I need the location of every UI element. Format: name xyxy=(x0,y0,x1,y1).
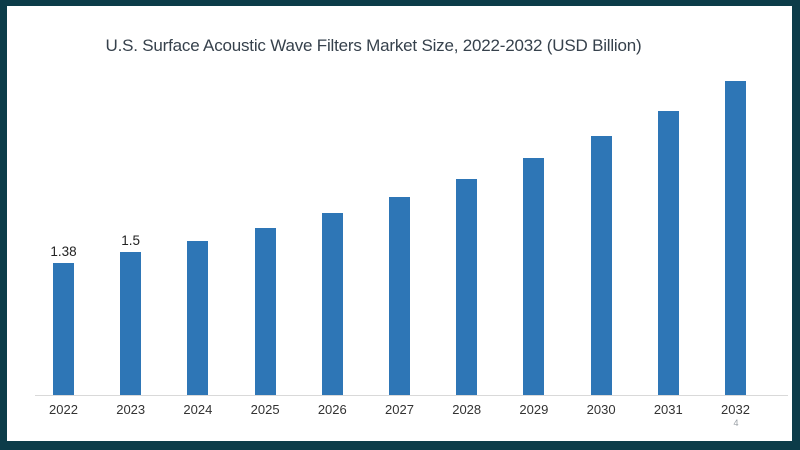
bar-2027 xyxy=(389,197,410,395)
chart-canvas: U.S. Surface Acoustic Wave Filters Marke… xyxy=(7,6,792,441)
x-tick-label-2023: 2023 xyxy=(116,402,146,417)
bar-2026 xyxy=(321,213,343,395)
page-number: 4 xyxy=(733,418,739,428)
chart-title: U.S. Surface Acoustic Wave Filters Marke… xyxy=(105,36,642,55)
data-label-2022: 1.38 xyxy=(50,244,77,259)
bar-2028 xyxy=(456,179,478,395)
bar-2024 xyxy=(187,241,209,395)
x-tick-label-2025: 2025 xyxy=(250,402,280,417)
x-tick-label-2030: 2030 xyxy=(586,402,616,417)
bar-2029 xyxy=(523,158,545,395)
bar-2022 xyxy=(53,263,74,395)
x-tick-label-2024: 2024 xyxy=(183,402,213,417)
x-tick-label-2032: 2032 xyxy=(721,402,750,417)
bar-2031 xyxy=(657,111,679,395)
bar-2030 xyxy=(590,136,612,395)
bar-2023 xyxy=(120,252,142,395)
x-tick-label-2029: 2029 xyxy=(519,402,549,417)
x-tick-label-2026: 2026 xyxy=(317,402,347,417)
bar-2025 xyxy=(254,228,276,395)
data-label-2023: 1.5 xyxy=(121,233,141,248)
x-tick-label-2031: 2031 xyxy=(653,402,683,417)
x-tick-label-2022: 2022 xyxy=(49,402,78,417)
x-axis-line xyxy=(35,395,788,396)
bar-2032 xyxy=(725,81,746,395)
x-tick-label-2027: 2027 xyxy=(385,402,414,417)
x-tick-label-2028: 2028 xyxy=(452,402,482,417)
